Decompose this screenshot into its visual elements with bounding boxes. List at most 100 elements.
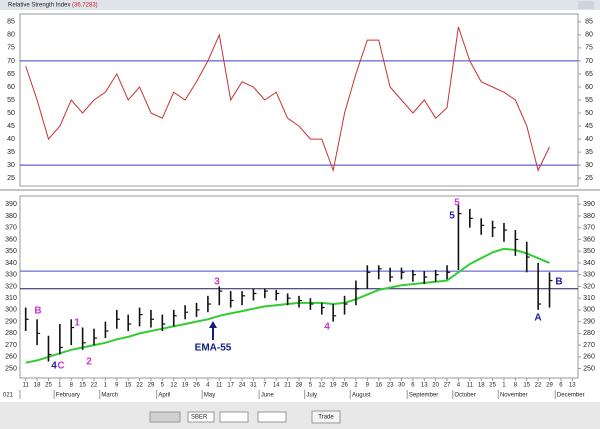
- month-label: July: [306, 393, 317, 399]
- y-tick-label-right: 300: [583, 307, 595, 314]
- y-tick-label-right: 370: [583, 225, 595, 232]
- x-tick-label: 18: [478, 383, 485, 389]
- x-tick-label: 9: [115, 383, 119, 389]
- x-tick-label: 18: [34, 383, 41, 389]
- month-label: 021: [3, 393, 14, 399]
- x-tick-label: 29: [546, 383, 553, 389]
- x-tick-label: 1: [58, 383, 62, 389]
- annotation: 4: [324, 322, 330, 333]
- y-tick-label: 290: [5, 318, 17, 325]
- y-tick-label: 300: [5, 307, 17, 314]
- y-tick-label-right: 360: [583, 236, 595, 243]
- month-label: March: [101, 393, 118, 399]
- y-tick-label-right: 50: [585, 110, 593, 117]
- x-tick-label: 29: [148, 383, 155, 389]
- x-tick-label: 17: [227, 383, 234, 389]
- x-tick-label: 13: [569, 383, 576, 389]
- tool-buttons[interactable]: [149, 411, 181, 423]
- x-tick-label: 26: [341, 383, 348, 389]
- x-tick-label: 11: [216, 383, 223, 389]
- x-tick-label: 6: [411, 383, 415, 389]
- x-tick-label: 25: [489, 383, 496, 389]
- annotation: B: [555, 277, 562, 288]
- annotation: EMA-55: [195, 343, 232, 354]
- y-tick-label: 50: [7, 110, 15, 117]
- y-tick-label: 370: [5, 225, 17, 232]
- dropdown[interactable]: [219, 411, 249, 423]
- y-tick-label: 260: [5, 354, 17, 361]
- current-value: (36.7283): [72, 3, 98, 9]
- y-tick-label: 75: [7, 45, 15, 52]
- x-tick-label: 19: [182, 383, 189, 389]
- y-tick-label-right: 330: [583, 272, 595, 279]
- x-tick-label: 5: [309, 383, 313, 389]
- y-tick-label: 40: [7, 136, 15, 143]
- y-tick-label-right: 310: [583, 295, 595, 302]
- annotation: 2: [86, 357, 92, 368]
- y-tick-label: 70: [7, 58, 15, 65]
- x-tick-label: 2: [354, 383, 358, 389]
- month-label: June: [261, 393, 275, 399]
- y-tick-label: 65: [7, 71, 15, 78]
- y-tick-label: 320: [5, 283, 17, 290]
- x-tick-label: 1: [104, 383, 108, 389]
- annotation-arrowhead: [209, 321, 217, 328]
- month-label: December: [557, 393, 585, 399]
- annotation: B: [34, 306, 41, 317]
- y-tick-label-right: 280: [583, 330, 595, 337]
- x-tick-label: 22: [136, 383, 143, 389]
- annotation: 5: [449, 211, 455, 222]
- x-tick-label: 27: [444, 383, 451, 389]
- y-tick-label-right: 340: [583, 260, 595, 267]
- dropdown[interactable]: [257, 411, 287, 423]
- y-tick-label-right: 30: [585, 162, 593, 169]
- month-label: August: [352, 393, 371, 399]
- x-tick-label: 11: [467, 383, 474, 389]
- y-tick-label: 280: [5, 330, 17, 337]
- y-tick-label-right: 290: [583, 318, 595, 325]
- x-tick-label: 1: [502, 383, 506, 389]
- title-bar: [0, 0, 600, 10]
- month-label: October: [454, 393, 475, 399]
- y-tick-label-right: 260: [583, 354, 595, 361]
- y-tick-label-right: 45: [585, 123, 593, 130]
- y-tick-label: 390: [5, 201, 17, 208]
- y-tick-label-right: 350: [583, 248, 595, 255]
- tab-label: Trade: [318, 415, 334, 421]
- y-tick-label: 310: [5, 295, 17, 302]
- y-tick-label: 85: [7, 19, 15, 26]
- y-tick-label: 80: [7, 32, 15, 39]
- month-label: September: [409, 393, 438, 399]
- x-tick-label: 16: [375, 383, 382, 389]
- x-tick-label: 21: [284, 383, 291, 389]
- y-tick-label-right: 270: [583, 342, 595, 349]
- x-tick-label: 15: [523, 383, 530, 389]
- x-tick-label: 9: [366, 383, 370, 389]
- y-tick-label-right: 65: [585, 71, 593, 78]
- x-tick-label: 4: [457, 383, 461, 389]
- x-tick-label: 22: [91, 383, 98, 389]
- y-tick-label: 60: [7, 84, 15, 91]
- y-tick-label-right: 250: [583, 365, 595, 372]
- y-tick-label: 25: [7, 175, 15, 182]
- x-tick-label: 31: [250, 383, 257, 389]
- x-tick-label: 12: [170, 383, 177, 389]
- y-tick-label-right: 320: [583, 283, 595, 290]
- symbol-box[interactable]: [187, 411, 215, 423]
- y-tick-label: 35: [7, 149, 15, 156]
- y-tick-label: 45: [7, 123, 15, 130]
- y-tick-label: 380: [5, 213, 17, 220]
- y-tick-label-right: 85: [585, 19, 593, 26]
- annotation: 4: [51, 361, 57, 372]
- x-tick-label: 6: [559, 383, 563, 389]
- x-tick-label: 24: [239, 383, 246, 389]
- window-controls[interactable]: [578, 1, 594, 9]
- tab[interactable]: [311, 410, 341, 424]
- x-tick-label: 15: [79, 383, 86, 389]
- y-tick-label-right: 40: [585, 136, 593, 143]
- y-tick-label: 330: [5, 272, 17, 279]
- annotation: C: [57, 361, 64, 372]
- month-label: November: [500, 393, 528, 399]
